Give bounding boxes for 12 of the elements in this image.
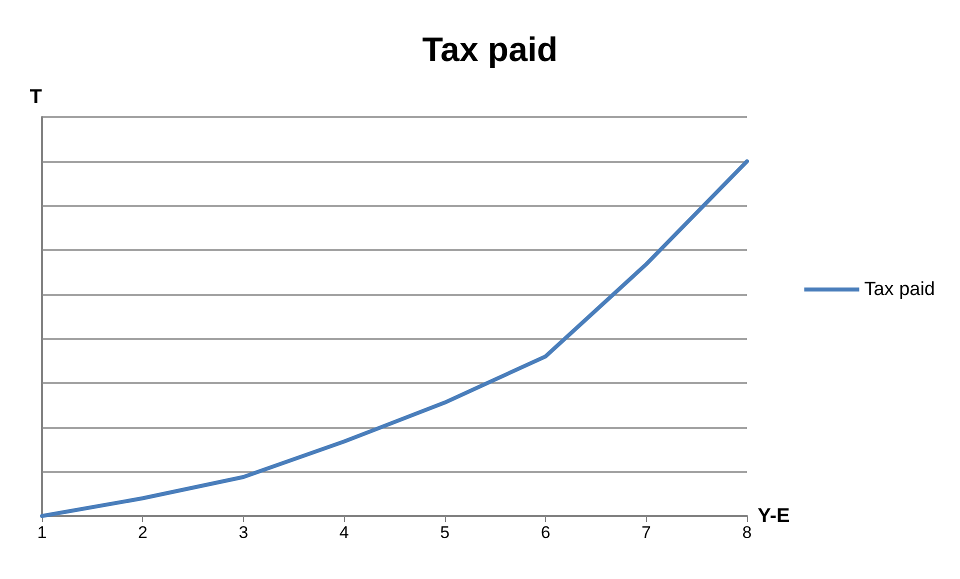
x-tick-label: 8: [742, 523, 752, 542]
y-axis-title: T: [30, 86, 42, 108]
x-tick-label: 4: [339, 523, 349, 542]
x-tick-label: 7: [642, 523, 652, 542]
x-tick-label: 1: [37, 523, 47, 542]
legend-label: Tax paid: [864, 279, 936, 300]
x-tick-label: 5: [440, 523, 450, 542]
x-axis-title: Y-E: [758, 505, 790, 527]
x-tick-label: 6: [540, 523, 550, 542]
chart-title: Tax paid: [422, 31, 558, 69]
x-tick-label: 2: [138, 523, 148, 542]
x-tick-label: 3: [238, 523, 248, 542]
